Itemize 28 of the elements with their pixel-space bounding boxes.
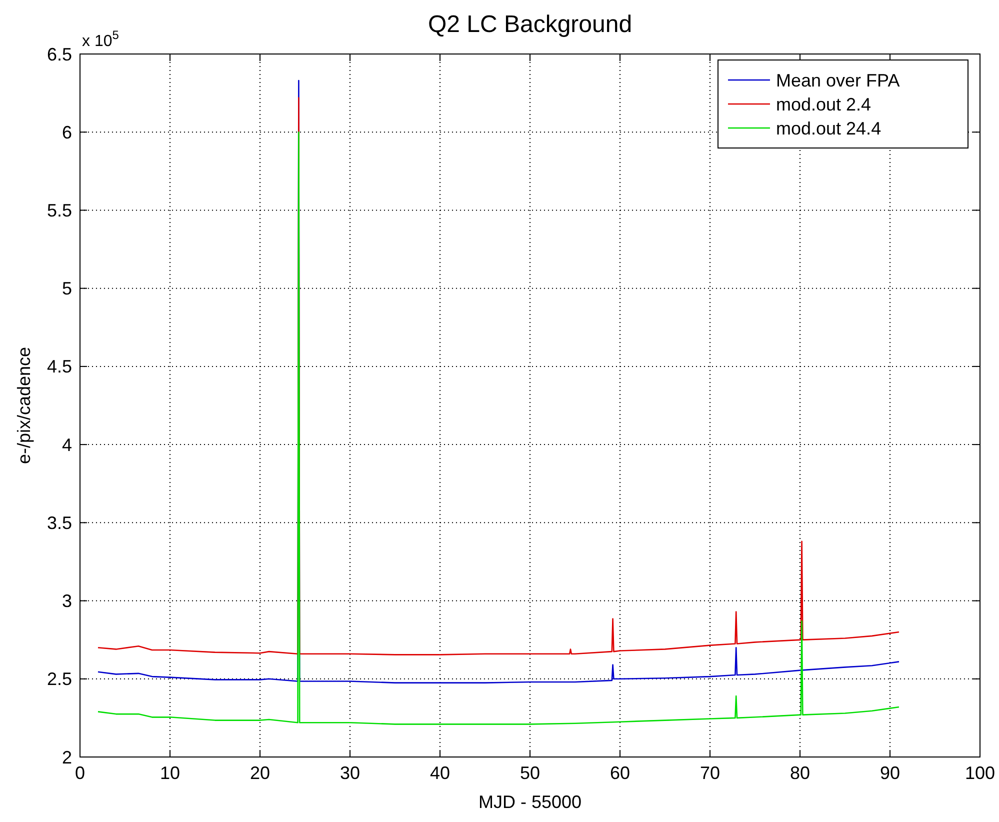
y-tick-label: 4 [62,434,72,455]
x-tick-label: 80 [790,763,810,783]
x-tick-label: 60 [610,763,630,783]
y-tick-label: 5 [62,278,72,299]
x-tick-label: 10 [160,763,180,783]
text: x 10$^{5}$ [82,28,120,50]
x-tick-label: 20 [250,763,270,783]
x-tick-label: 40 [430,763,450,783]
x-tick-label: 0 [74,763,86,783]
x-tick-label: 50 [520,763,540,783]
y-axis-title: e-/pix/cadence [14,346,34,464]
x-tick-label: 70 [700,763,720,783]
x-tick-label: 90 [880,763,900,783]
y-tick-label: 2.5 [46,669,72,690]
y-tick-label: 6 [62,122,72,142]
x-axis-title: MJD - 55000 [478,792,582,812]
y-tick-label: 5.5 [46,200,72,221]
chart-title: Q2 LC Background [428,11,632,38]
y-tick-label: 2 [62,747,72,768]
y-tick-label: 3.5 [46,512,72,533]
x-tick-label: 30 [340,763,360,783]
x-tick-label: 100 [964,763,996,783]
y-tick-label: 6.5 [46,44,72,64]
y-tick-label: 3 [62,591,72,612]
y-tick-label: 4.5 [46,356,72,377]
legend-label: mod.out 24.4 [776,118,882,138]
legend-label: mod.out 2.4 [776,94,872,114]
legend-label: Mean over FPA [776,70,900,90]
